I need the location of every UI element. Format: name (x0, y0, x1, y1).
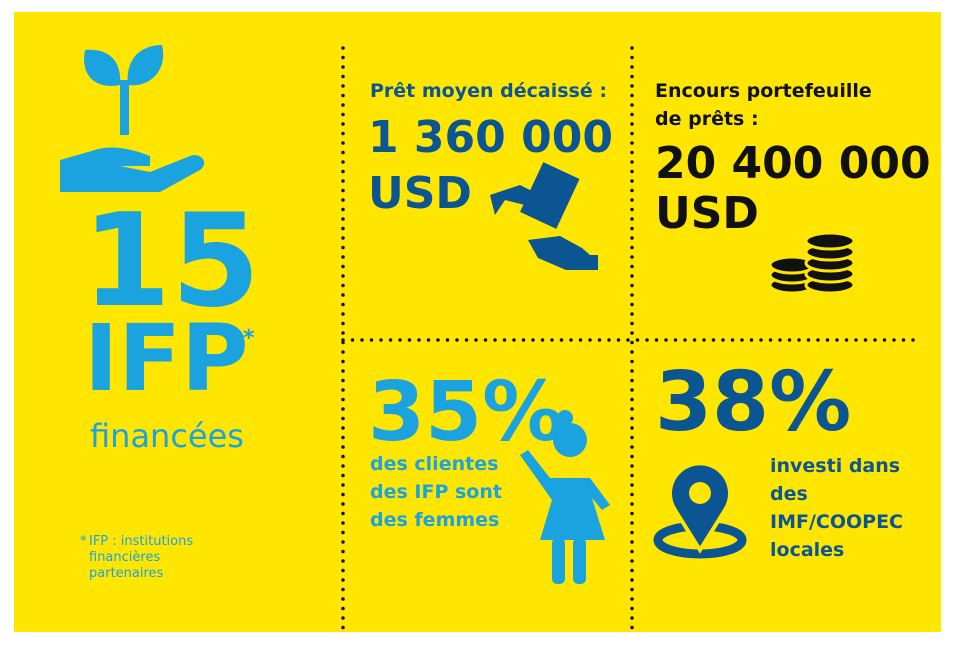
loan-amount: 1 360 000 (368, 112, 613, 163)
local-text: investi dans (770, 455, 900, 477)
women-text: des femmes (370, 509, 499, 531)
women-percent: 35% (368, 365, 564, 460)
sublabel: financées (90, 417, 244, 455)
local-percent: 38% (655, 355, 851, 450)
footnote: partenaires (89, 566, 164, 581)
loan-currency: USD (368, 168, 472, 219)
background (14, 12, 941, 632)
money-hand-icon (490, 162, 598, 270)
loan-label: Prêt moyen décaissé : (370, 80, 607, 102)
footnote: IFP : institutions (89, 534, 193, 549)
local-text: IMF/COOPEC (770, 511, 903, 533)
portfolio-label: Encours portefeuille (655, 80, 872, 102)
footnote-asterisk: * (80, 534, 87, 549)
footnote: financières (89, 550, 160, 565)
plant-hand-icon (60, 45, 205, 192)
women-text: des IFP sont (370, 481, 502, 503)
portfolio-amount: 20 400 000 (655, 138, 931, 189)
asterisk: * (243, 326, 255, 351)
location-icon (653, 461, 747, 559)
coins-icon (768, 231, 856, 295)
big-number: 15 (82, 187, 260, 336)
woman-icon (520, 410, 610, 584)
ifp-label: IFP (84, 305, 249, 412)
women-text: des clientes (370, 453, 498, 475)
portfolio-label: de prêts : (655, 108, 759, 130)
portfolio-currency: USD (655, 188, 759, 239)
local-text: des (770, 483, 808, 505)
local-text: locales (770, 539, 844, 561)
